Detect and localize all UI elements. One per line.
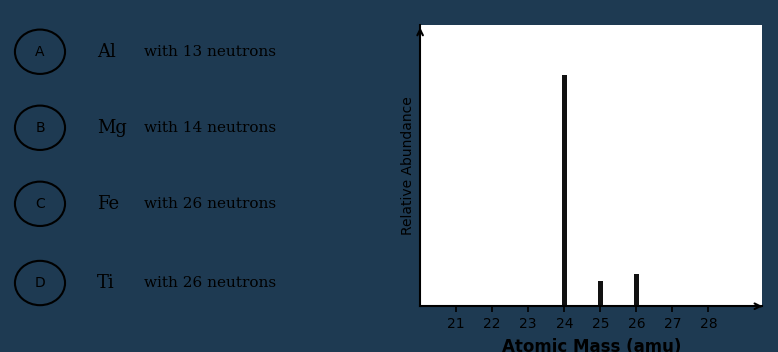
Text: B: B — [35, 121, 45, 135]
Text: A: A — [35, 45, 45, 59]
Bar — [562, 75, 566, 306]
Text: with 26 neutrons: with 26 neutrons — [144, 197, 276, 211]
Text: Al: Al — [97, 43, 116, 61]
X-axis label: Atomic Mass (amu): Atomic Mass (amu) — [502, 338, 681, 352]
Bar — [598, 281, 603, 306]
Text: D: D — [34, 276, 45, 290]
Text: Fe: Fe — [97, 195, 119, 213]
Text: with 26 neutrons: with 26 neutrons — [144, 276, 276, 290]
Text: Ti: Ti — [97, 274, 115, 292]
Text: with 13 neutrons: with 13 neutrons — [144, 45, 275, 59]
Text: C: C — [35, 197, 45, 211]
Text: Mg: Mg — [97, 119, 127, 137]
Bar — [634, 274, 639, 306]
Y-axis label: Relative Abundance: Relative Abundance — [401, 96, 415, 235]
Text: with 14 neutrons: with 14 neutrons — [144, 121, 276, 135]
